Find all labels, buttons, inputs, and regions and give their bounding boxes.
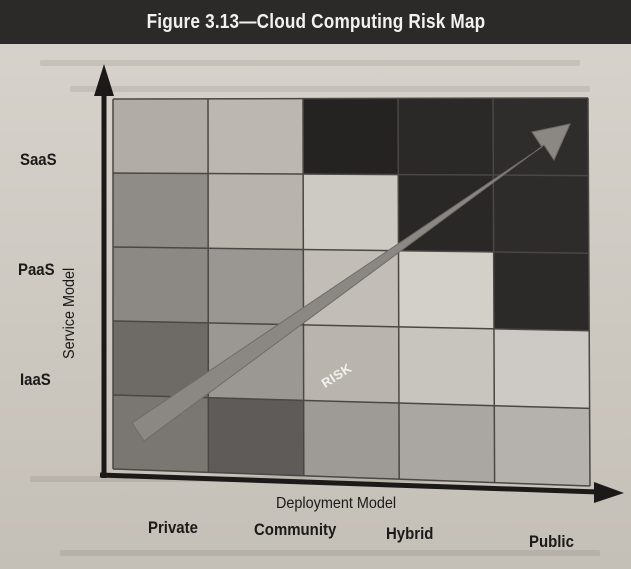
grid-cell bbox=[208, 248, 304, 325]
bleed-through-line bbox=[60, 550, 600, 556]
grid-cell bbox=[208, 98, 304, 175]
grid-cell bbox=[303, 400, 400, 480]
x-label-hybrid: Hybrid bbox=[386, 524, 434, 543]
bleed-through-line bbox=[40, 60, 580, 66]
bleed-through-line bbox=[70, 86, 590, 92]
grid-cell bbox=[113, 173, 209, 249]
grid-cell bbox=[208, 397, 304, 476]
bleed-through-line bbox=[30, 476, 590, 482]
y-label-saas: SaaS bbox=[20, 150, 57, 169]
x-label-private: Private bbox=[148, 518, 198, 537]
grid-cell bbox=[493, 328, 590, 409]
grid-cell bbox=[398, 326, 495, 406]
grid-cell bbox=[493, 175, 589, 254]
x-label-community: Community bbox=[254, 520, 337, 539]
grid-line bbox=[492, 98, 496, 483]
grid-cell bbox=[398, 403, 495, 483]
grid-line bbox=[302, 98, 305, 476]
grid-cell bbox=[493, 251, 590, 331]
x-axis-line bbox=[99, 472, 599, 495]
grid-line bbox=[587, 97, 591, 487]
y-label-paas: PaaS bbox=[18, 260, 55, 279]
risk-grid bbox=[113, 98, 590, 486]
grid-cell bbox=[113, 247, 209, 323]
x-axis-title: Deployment Model bbox=[276, 495, 397, 512]
grid-cell bbox=[303, 324, 399, 404]
grid-line bbox=[112, 246, 589, 254]
grid-line bbox=[397, 98, 400, 480]
y-axis-title: Service Model bbox=[61, 267, 78, 359]
grid-cell bbox=[113, 321, 209, 398]
grid-cell bbox=[398, 98, 494, 176]
grid-line bbox=[112, 320, 590, 332]
grid-cell bbox=[113, 98, 209, 174]
grid-line bbox=[112, 468, 591, 487]
grid-cell bbox=[494, 405, 590, 486]
y-axis-arrowhead bbox=[94, 64, 114, 96]
grid-cell bbox=[208, 173, 304, 250]
figure-title: Figure 3.13—Cloud Computing Risk Map bbox=[146, 10, 485, 33]
x-axis-arrowhead bbox=[594, 482, 624, 503]
grid-cell bbox=[208, 322, 304, 401]
risk-arrow bbox=[131, 123, 571, 442]
y-label-iaas: IaaS bbox=[20, 370, 51, 389]
grid-line bbox=[112, 97, 589, 100]
grid-cell bbox=[303, 174, 399, 251]
x-label-public: Public bbox=[529, 532, 574, 551]
grid-cell bbox=[398, 250, 494, 329]
figure-title-bar: Figure 3.13—Cloud Computing Risk Map bbox=[0, 0, 631, 44]
grid-line bbox=[112, 172, 589, 177]
grid-cell bbox=[113, 395, 209, 473]
grid-cell bbox=[303, 98, 399, 175]
